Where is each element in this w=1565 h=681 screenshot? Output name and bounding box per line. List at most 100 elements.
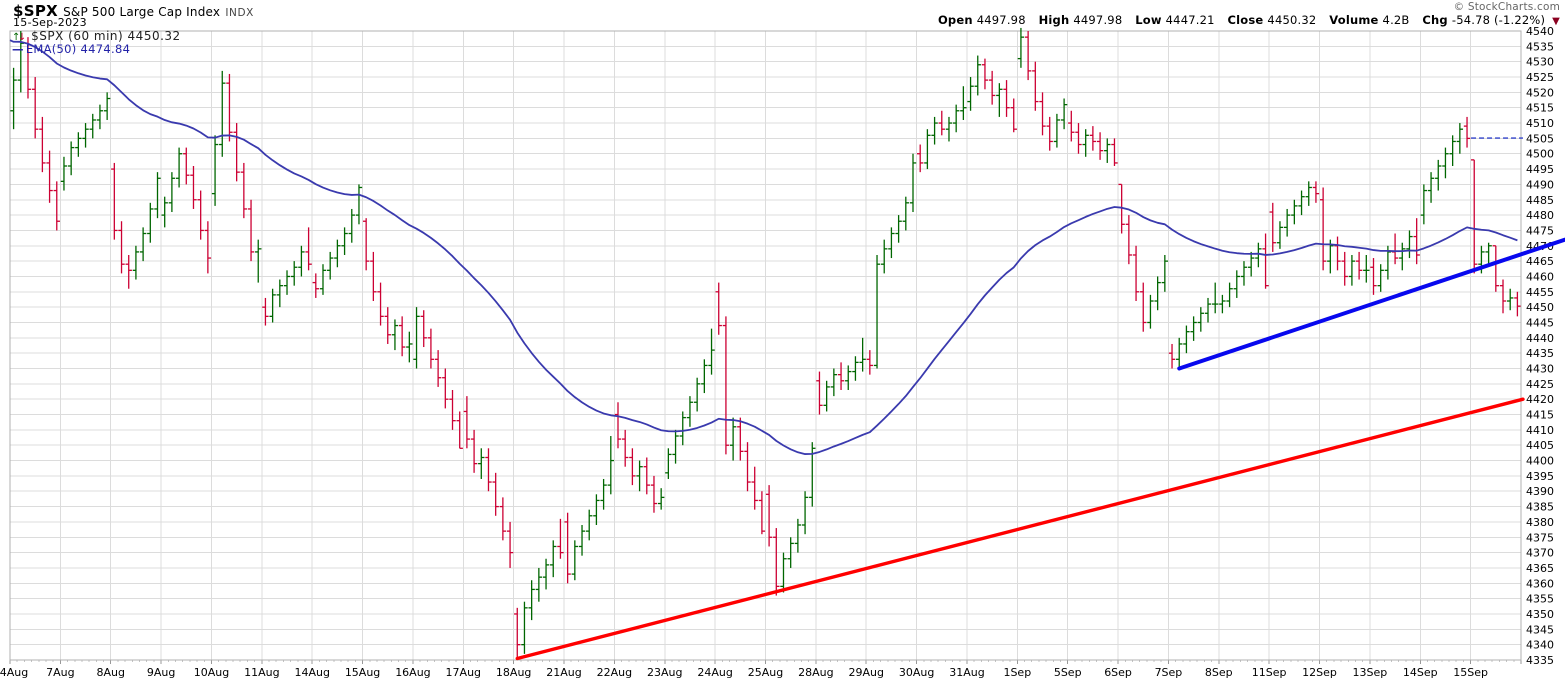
svg-text:15Sep: 15Sep [1453, 666, 1488, 679]
symbol-label: $SPX [13, 2, 58, 20]
chg-label: Chg [1422, 13, 1448, 27]
svg-text:4355: 4355 [1526, 593, 1554, 606]
svg-text:4385: 4385 [1526, 501, 1554, 514]
svg-text:4490: 4490 [1526, 178, 1554, 191]
svg-text:23Aug: 23Aug [647, 666, 682, 679]
svg-text:4505: 4505 [1526, 132, 1554, 145]
quote-summary-bar: Open 4497.98 High 4497.98 Low 4447.21 Close… [929, 13, 1560, 27]
svg-text:4500: 4500 [1526, 148, 1554, 161]
svg-text:9Aug: 9Aug [147, 666, 175, 679]
ema-legend-label: EMA(50) [25, 42, 77, 56]
open-value: 4497.98 [976, 13, 1026, 27]
svg-text:4515: 4515 [1526, 102, 1554, 115]
svg-text:4350: 4350 [1526, 608, 1554, 621]
svg-text:15Aug: 15Aug [345, 666, 380, 679]
svg-text:12Sep: 12Sep [1302, 666, 1337, 679]
series-legend-label: $SPX (60 min) [31, 29, 124, 43]
svg-text:11Sep: 11Sep [1252, 666, 1287, 679]
high-label: High [1038, 13, 1070, 27]
svg-text:4380: 4380 [1526, 516, 1554, 529]
svg-text:4390: 4390 [1526, 485, 1554, 498]
svg-text:4480: 4480 [1526, 209, 1554, 222]
svg-text:4395: 4395 [1526, 470, 1554, 483]
svg-text:4420: 4420 [1526, 393, 1554, 406]
high-value: 4497.98 [1073, 13, 1123, 27]
svg-text:4485: 4485 [1526, 194, 1554, 207]
svg-text:4370: 4370 [1526, 547, 1554, 560]
close-value: 4450.32 [1267, 13, 1317, 27]
svg-text:4535: 4535 [1526, 40, 1554, 53]
svg-text:22Aug: 22Aug [597, 666, 632, 679]
svg-text:4510: 4510 [1526, 117, 1554, 130]
svg-text:4435: 4435 [1526, 347, 1554, 360]
svg-text:4445: 4445 [1526, 316, 1554, 329]
svg-text:4415: 4415 [1526, 409, 1554, 422]
svg-text:18Aug: 18Aug [496, 666, 531, 679]
volume-label: Volume [1329, 13, 1379, 27]
svg-text:4375: 4375 [1526, 531, 1554, 544]
svg-text:4525: 4525 [1526, 71, 1554, 84]
svg-text:4455: 4455 [1526, 286, 1554, 299]
exchange-label: INDX [225, 7, 254, 19]
svg-text:4450: 4450 [1526, 301, 1554, 314]
up-arrow-icon: ↑ [12, 32, 21, 43]
chg-value: -54.78 (-1.22%) [1451, 13, 1546, 27]
svg-text:5Sep: 5Sep [1054, 666, 1082, 679]
series-legend: ↑↓ $SPX (60 min) 4450.32 [12, 29, 181, 43]
close-label: Close [1227, 13, 1264, 27]
series-legend-value: 4450.32 [127, 29, 181, 43]
svg-text:10Aug: 10Aug [194, 666, 229, 679]
svg-text:29Aug: 29Aug [848, 666, 883, 679]
svg-text:4345: 4345 [1526, 623, 1554, 636]
svg-text:16Aug: 16Aug [395, 666, 430, 679]
svg-text:11Aug: 11Aug [244, 666, 279, 679]
svg-text:14Sep: 14Sep [1403, 666, 1438, 679]
svg-text:4360: 4360 [1526, 577, 1554, 590]
low-label: Low [1135, 13, 1162, 27]
open-label: Open [937, 13, 973, 27]
svg-text:7Sep: 7Sep [1155, 666, 1183, 679]
svg-text:4495: 4495 [1526, 163, 1554, 176]
ema-legend-value: 4474.84 [80, 42, 131, 56]
svg-text:7Aug: 7Aug [46, 666, 74, 679]
svg-text:4540: 4540 [1526, 25, 1554, 38]
svg-text:6Sep: 6Sep [1104, 666, 1132, 679]
svg-text:4335: 4335 [1526, 654, 1554, 667]
svg-text:14Aug: 14Aug [294, 666, 329, 679]
svg-text:4405: 4405 [1526, 439, 1554, 452]
svg-text:13Sep: 13Sep [1353, 666, 1388, 679]
svg-text:4425: 4425 [1526, 378, 1554, 391]
chg-down-arrow-icon: ▼ [1552, 16, 1560, 27]
svg-text:4475: 4475 [1526, 224, 1554, 237]
svg-text:8Sep: 8Sep [1205, 666, 1233, 679]
svg-text:4520: 4520 [1526, 86, 1554, 99]
svg-text:31Aug: 31Aug [949, 666, 984, 679]
svg-text:1Sep: 1Sep [1003, 666, 1031, 679]
ema-line-swatch: — [12, 42, 24, 56]
svg-text:25Aug: 25Aug [748, 666, 783, 679]
svg-text:8Aug: 8Aug [96, 666, 124, 679]
svg-text:4465: 4465 [1526, 255, 1554, 268]
svg-text:4365: 4365 [1526, 562, 1554, 575]
chart-header: $SPX S&P 500 Large Cap Index INDX [13, 1, 254, 20]
index-name: S&P 500 Large Cap Index [63, 5, 221, 19]
down-arrow-icon: ↓ [17, 32, 27, 43]
ema-legend: — EMA(50) 4474.84 [12, 42, 130, 56]
svg-text:4530: 4530 [1526, 56, 1554, 69]
svg-text:24Aug: 24Aug [697, 666, 732, 679]
volume-value: 4.2B [1382, 13, 1410, 27]
svg-text:4400: 4400 [1526, 455, 1554, 468]
svg-text:30Aug: 30Aug [899, 666, 934, 679]
watermark: © StockCharts.com [1453, 1, 1560, 13]
svg-text:4440: 4440 [1526, 332, 1554, 345]
svg-text:4410: 4410 [1526, 424, 1554, 437]
svg-text:4430: 4430 [1526, 363, 1554, 376]
svg-text:4460: 4460 [1526, 270, 1554, 283]
chart-date: 15-Sep-2023 [13, 16, 87, 29]
svg-text:28Aug: 28Aug [798, 666, 833, 679]
low-value: 4447.21 [1165, 13, 1215, 27]
svg-text:4Aug: 4Aug [0, 666, 28, 679]
svg-text:17Aug: 17Aug [446, 666, 481, 679]
